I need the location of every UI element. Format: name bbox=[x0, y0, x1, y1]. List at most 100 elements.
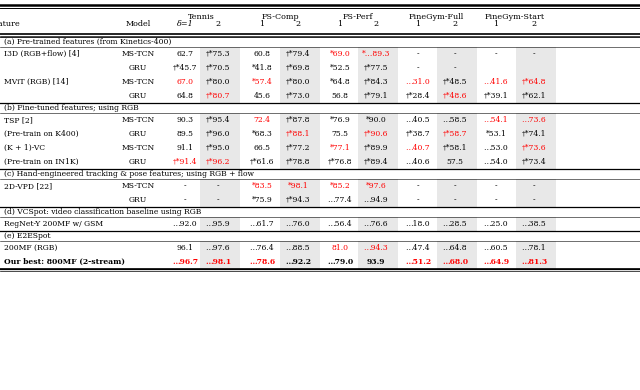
Text: …98.1: …98.1 bbox=[205, 258, 231, 266]
Text: -: - bbox=[495, 196, 497, 204]
Text: …81.3: …81.3 bbox=[521, 258, 547, 266]
Text: …76.6: …76.6 bbox=[364, 220, 388, 228]
Text: 2: 2 bbox=[452, 20, 458, 28]
Bar bbox=[280, 217, 320, 231]
Bar bbox=[358, 241, 398, 255]
Text: …78.6: …78.6 bbox=[249, 258, 275, 266]
Text: TSP [2]: TSP [2] bbox=[4, 116, 33, 124]
Text: 66.5: 66.5 bbox=[253, 144, 271, 152]
Bar bbox=[516, 155, 556, 169]
Text: †*73.0: †*73.0 bbox=[285, 92, 310, 100]
Bar bbox=[200, 141, 240, 155]
Text: MS-TCN: MS-TCN bbox=[122, 50, 155, 58]
Text: δ=1: δ=1 bbox=[177, 20, 193, 28]
Bar bbox=[516, 61, 556, 75]
Bar bbox=[358, 89, 398, 103]
Text: -: - bbox=[495, 182, 497, 190]
Text: †*89.9: †*89.9 bbox=[364, 144, 388, 152]
Text: …56.4: …56.4 bbox=[328, 220, 352, 228]
Bar bbox=[516, 241, 556, 255]
Bar bbox=[280, 179, 320, 193]
Text: *76.9: *76.9 bbox=[330, 116, 350, 124]
Text: 200MF (RGB): 200MF (RGB) bbox=[4, 244, 58, 252]
Bar bbox=[200, 113, 240, 127]
Text: †*70.5: †*70.5 bbox=[205, 64, 230, 72]
Text: *52.5: *52.5 bbox=[330, 64, 350, 72]
Text: …38.5: …38.5 bbox=[522, 220, 547, 228]
Text: †*28.4: †*28.4 bbox=[406, 92, 430, 100]
Bar bbox=[358, 193, 398, 207]
Text: RegNet-Y 200MF w/ GSM: RegNet-Y 200MF w/ GSM bbox=[4, 220, 103, 228]
Text: 75.5: 75.5 bbox=[332, 130, 349, 138]
Bar bbox=[280, 75, 320, 89]
Text: *98.1: *98.1 bbox=[287, 182, 308, 190]
Text: Model: Model bbox=[125, 20, 150, 28]
Text: †*87.8: †*87.8 bbox=[285, 116, 310, 124]
Text: 72.4: 72.4 bbox=[253, 116, 271, 124]
Text: …79.0: …79.0 bbox=[327, 258, 353, 266]
Bar bbox=[280, 113, 320, 127]
Text: *…89.3: *…89.3 bbox=[362, 50, 390, 58]
Bar bbox=[516, 217, 556, 231]
Text: …96.7: …96.7 bbox=[172, 258, 198, 266]
Text: †*90.6: †*90.6 bbox=[364, 130, 388, 138]
Text: †*89.4: †*89.4 bbox=[364, 158, 388, 166]
Text: †*48.6: †*48.6 bbox=[443, 92, 467, 100]
Text: -: - bbox=[417, 182, 419, 190]
Text: …92.2: …92.2 bbox=[285, 258, 311, 266]
Bar bbox=[200, 75, 240, 89]
Text: MS-TCN: MS-TCN bbox=[122, 116, 155, 124]
Bar bbox=[437, 179, 477, 193]
Bar bbox=[437, 241, 477, 255]
Text: …25.0: …25.0 bbox=[484, 220, 508, 228]
Text: 96.1: 96.1 bbox=[177, 244, 193, 252]
Text: 2D-VPD [22]: 2D-VPD [22] bbox=[4, 182, 52, 190]
Text: *97.6: *97.6 bbox=[365, 182, 387, 190]
Text: †*95.0: †*95.0 bbox=[205, 144, 230, 152]
Bar bbox=[437, 141, 477, 155]
Text: GRU: GRU bbox=[129, 64, 147, 72]
Bar bbox=[358, 255, 398, 269]
Bar bbox=[280, 127, 320, 141]
Text: †*58.7: †*58.7 bbox=[443, 130, 467, 138]
Text: (a) Pre-trained features (from Kinetics-400): (a) Pre-trained features (from Kinetics-… bbox=[4, 38, 172, 46]
Text: (Pre-train on K400): (Pre-train on K400) bbox=[4, 130, 79, 138]
Text: †*61.6: †*61.6 bbox=[250, 158, 275, 166]
Text: …88.5: …88.5 bbox=[285, 244, 310, 252]
Text: …76.0: …76.0 bbox=[285, 220, 310, 228]
Text: †*88.1: †*88.1 bbox=[285, 130, 310, 138]
Text: …97.6: …97.6 bbox=[205, 244, 230, 252]
Bar bbox=[280, 47, 320, 61]
Text: -: - bbox=[454, 182, 456, 190]
Text: -: - bbox=[454, 196, 456, 204]
Text: …54.0: …54.0 bbox=[484, 158, 508, 166]
Text: †*48.5: †*48.5 bbox=[443, 78, 467, 86]
Text: …40.6: …40.6 bbox=[406, 158, 430, 166]
Text: …28.5: …28.5 bbox=[443, 220, 467, 228]
Text: *68.3: *68.3 bbox=[252, 130, 273, 138]
Text: 2: 2 bbox=[216, 20, 221, 28]
Bar bbox=[200, 241, 240, 255]
Text: †*64.8: †*64.8 bbox=[522, 78, 547, 86]
Text: …51.2: …51.2 bbox=[405, 258, 431, 266]
Text: *85.2: *85.2 bbox=[330, 182, 350, 190]
Text: 64.8: 64.8 bbox=[177, 92, 193, 100]
Text: …60.5: …60.5 bbox=[484, 244, 508, 252]
Text: *83.5: *83.5 bbox=[252, 182, 273, 190]
Text: …53.0: …53.0 bbox=[484, 144, 508, 152]
Text: †*91.4: †*91.4 bbox=[173, 158, 197, 166]
Bar bbox=[437, 61, 477, 75]
Bar bbox=[437, 113, 477, 127]
Text: †*96.2: †*96.2 bbox=[205, 158, 230, 166]
Text: *77.1: *77.1 bbox=[330, 144, 350, 152]
Bar bbox=[437, 89, 477, 103]
Text: †*38.7: †*38.7 bbox=[406, 130, 430, 138]
Text: *69.0: *69.0 bbox=[330, 50, 350, 58]
Text: 2: 2 bbox=[296, 20, 301, 28]
Bar bbox=[280, 141, 320, 155]
Text: …58.5: …58.5 bbox=[443, 116, 467, 124]
Bar bbox=[358, 47, 398, 61]
Text: (Pre-train on IN1K): (Pre-train on IN1K) bbox=[4, 158, 79, 166]
Bar bbox=[280, 155, 320, 169]
Text: -: - bbox=[217, 182, 220, 190]
